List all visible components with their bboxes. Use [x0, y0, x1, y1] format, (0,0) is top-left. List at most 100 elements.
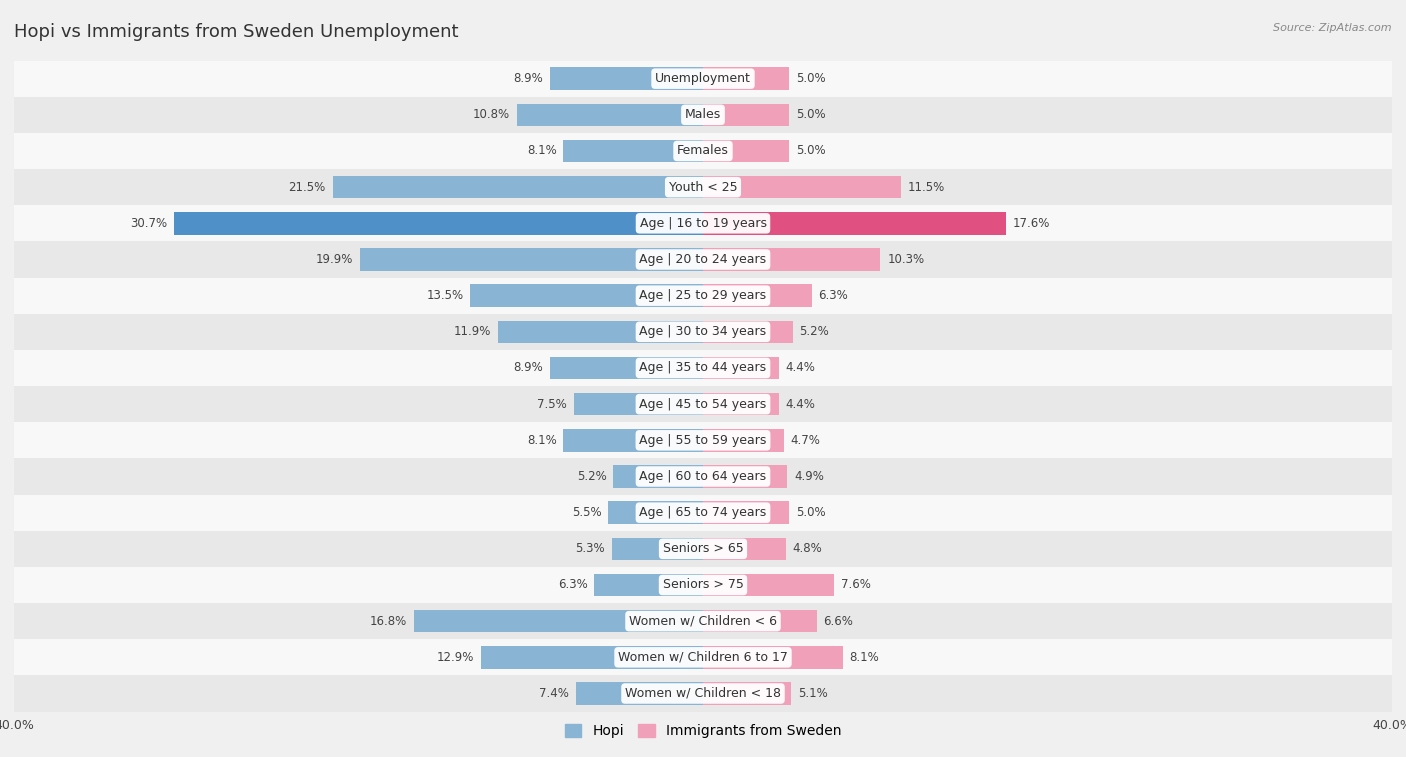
FancyBboxPatch shape [14, 350, 1392, 386]
Text: Age | 35 to 44 years: Age | 35 to 44 years [640, 362, 766, 375]
Bar [550, 357, 703, 379]
Bar [609, 501, 703, 524]
Text: Age | 30 to 34 years: Age | 30 to 34 years [640, 326, 766, 338]
Bar [550, 67, 703, 90]
Text: Age | 20 to 24 years: Age | 20 to 24 years [640, 253, 766, 266]
Text: 4.7%: 4.7% [790, 434, 821, 447]
FancyBboxPatch shape [14, 278, 1392, 313]
Bar [703, 67, 789, 90]
Text: Age | 16 to 19 years: Age | 16 to 19 years [640, 217, 766, 230]
Text: 6.3%: 6.3% [558, 578, 588, 591]
Text: 5.3%: 5.3% [575, 542, 605, 556]
Bar [703, 321, 793, 343]
FancyBboxPatch shape [14, 386, 1392, 422]
Bar [612, 537, 703, 560]
Bar [703, 140, 789, 162]
Bar [703, 176, 901, 198]
Bar [498, 321, 703, 343]
FancyBboxPatch shape [14, 459, 1392, 494]
Bar [703, 429, 785, 451]
Bar [613, 466, 703, 488]
Text: 8.1%: 8.1% [849, 651, 879, 664]
Text: Age | 45 to 54 years: Age | 45 to 54 years [640, 397, 766, 410]
FancyBboxPatch shape [14, 494, 1392, 531]
Text: 5.0%: 5.0% [796, 108, 825, 121]
Text: Unemployment: Unemployment [655, 72, 751, 85]
Bar [564, 429, 703, 451]
Text: Hopi vs Immigrants from Sweden Unemployment: Hopi vs Immigrants from Sweden Unemploym… [14, 23, 458, 41]
Text: 4.8%: 4.8% [793, 542, 823, 556]
Text: 8.1%: 8.1% [527, 145, 557, 157]
Bar [703, 610, 817, 632]
Bar [517, 104, 703, 126]
Text: 17.6%: 17.6% [1012, 217, 1050, 230]
Text: 7.4%: 7.4% [538, 687, 568, 700]
Text: 21.5%: 21.5% [288, 181, 326, 194]
Bar [574, 393, 703, 416]
FancyBboxPatch shape [14, 313, 1392, 350]
FancyBboxPatch shape [14, 133, 1392, 169]
Bar [703, 466, 787, 488]
Text: 19.9%: 19.9% [316, 253, 353, 266]
Text: 5.0%: 5.0% [796, 506, 825, 519]
Text: Women w/ Children 6 to 17: Women w/ Children 6 to 17 [619, 651, 787, 664]
Text: 4.4%: 4.4% [786, 397, 815, 410]
Bar [595, 574, 703, 597]
FancyBboxPatch shape [14, 422, 1392, 459]
Text: Women w/ Children < 18: Women w/ Children < 18 [626, 687, 780, 700]
Bar [703, 212, 1007, 235]
FancyBboxPatch shape [14, 205, 1392, 241]
Text: Age | 55 to 59 years: Age | 55 to 59 years [640, 434, 766, 447]
Text: Seniors > 75: Seniors > 75 [662, 578, 744, 591]
Text: 5.2%: 5.2% [576, 470, 606, 483]
Text: 4.4%: 4.4% [786, 362, 815, 375]
Bar [333, 176, 703, 198]
Bar [564, 140, 703, 162]
Text: 4.9%: 4.9% [794, 470, 824, 483]
Text: 5.1%: 5.1% [797, 687, 828, 700]
Text: 11.9%: 11.9% [454, 326, 491, 338]
Bar [703, 682, 790, 705]
Text: 8.9%: 8.9% [513, 72, 543, 85]
Bar [174, 212, 703, 235]
FancyBboxPatch shape [14, 61, 1392, 97]
Text: Youth < 25: Youth < 25 [669, 181, 737, 194]
FancyBboxPatch shape [14, 169, 1392, 205]
Text: 5.0%: 5.0% [796, 72, 825, 85]
FancyBboxPatch shape [14, 97, 1392, 133]
FancyBboxPatch shape [14, 241, 1392, 278]
Bar [471, 285, 703, 307]
Text: Seniors > 65: Seniors > 65 [662, 542, 744, 556]
Bar [703, 104, 789, 126]
Bar [360, 248, 703, 271]
Text: 10.3%: 10.3% [887, 253, 924, 266]
FancyBboxPatch shape [14, 567, 1392, 603]
Bar [703, 357, 779, 379]
Bar [413, 610, 703, 632]
Text: 8.9%: 8.9% [513, 362, 543, 375]
Bar [703, 285, 811, 307]
Text: 5.5%: 5.5% [572, 506, 602, 519]
Text: 6.3%: 6.3% [818, 289, 848, 302]
Text: Age | 60 to 64 years: Age | 60 to 64 years [640, 470, 766, 483]
Text: Females: Females [678, 145, 728, 157]
Text: 5.2%: 5.2% [800, 326, 830, 338]
Bar [703, 574, 834, 597]
Text: 30.7%: 30.7% [131, 217, 167, 230]
Text: 6.6%: 6.6% [824, 615, 853, 628]
Text: Age | 25 to 29 years: Age | 25 to 29 years [640, 289, 766, 302]
FancyBboxPatch shape [14, 675, 1392, 712]
Legend: Hopi, Immigrants from Sweden: Hopi, Immigrants from Sweden [560, 718, 846, 743]
Text: 16.8%: 16.8% [370, 615, 406, 628]
Bar [703, 646, 842, 668]
Text: 12.9%: 12.9% [436, 651, 474, 664]
FancyBboxPatch shape [14, 531, 1392, 567]
Bar [575, 682, 703, 705]
Bar [703, 537, 786, 560]
Bar [703, 501, 789, 524]
Text: 8.1%: 8.1% [527, 434, 557, 447]
Text: 7.6%: 7.6% [841, 578, 870, 591]
Text: 7.5%: 7.5% [537, 397, 567, 410]
Bar [703, 248, 880, 271]
Text: Males: Males [685, 108, 721, 121]
